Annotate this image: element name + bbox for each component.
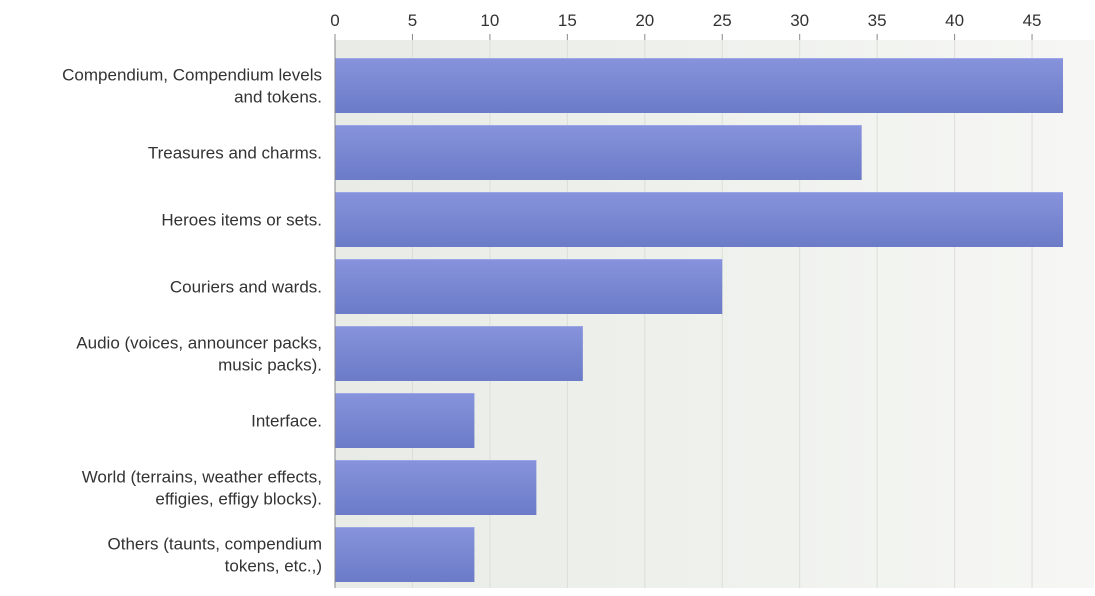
bar bbox=[335, 259, 723, 314]
category-label: Couriers and wards. bbox=[170, 278, 322, 297]
category-label: Audio (voices, announcer packs, bbox=[76, 334, 322, 353]
category-label: music packs). bbox=[218, 356, 322, 375]
x-tick-label: 5 bbox=[408, 11, 417, 30]
category-label: Others (taunts, compendium bbox=[108, 535, 322, 554]
bar bbox=[335, 58, 1064, 113]
category-label: Heroes items or sets. bbox=[161, 211, 322, 230]
category-label: effigies, effigy blocks). bbox=[155, 490, 322, 509]
category-label: World (terrains, weather effects, bbox=[82, 468, 322, 487]
x-tick-label: 45 bbox=[1023, 11, 1042, 30]
bar bbox=[335, 393, 475, 448]
x-tick-label: 0 bbox=[330, 11, 339, 30]
x-tick-label: 30 bbox=[790, 11, 809, 30]
category-label: and tokens. bbox=[234, 88, 322, 107]
x-tick-label: 35 bbox=[868, 11, 887, 30]
x-tick-label: 40 bbox=[945, 11, 964, 30]
x-tick-label: 15 bbox=[558, 11, 577, 30]
category-label: Interface. bbox=[251, 412, 322, 431]
bar bbox=[335, 326, 583, 381]
x-tick-label: 10 bbox=[480, 11, 499, 30]
category-label: Treasures and charms. bbox=[148, 144, 322, 163]
category-label: tokens, etc.,) bbox=[225, 557, 322, 576]
bar bbox=[335, 460, 537, 515]
bar bbox=[335, 527, 475, 582]
x-tick-label: 25 bbox=[713, 11, 732, 30]
category-label: Compendium, Compendium levels bbox=[62, 66, 322, 85]
bar bbox=[335, 192, 1064, 247]
x-axis-ticks: 0 5 10 15 20 25 30 35 40 45 bbox=[330, 11, 1042, 40]
bars bbox=[335, 58, 1064, 582]
x-tick-label: 20 bbox=[635, 11, 654, 30]
category-labels: Compendium, Compendium levels and tokens.… bbox=[62, 66, 322, 576]
bar bbox=[335, 125, 862, 180]
